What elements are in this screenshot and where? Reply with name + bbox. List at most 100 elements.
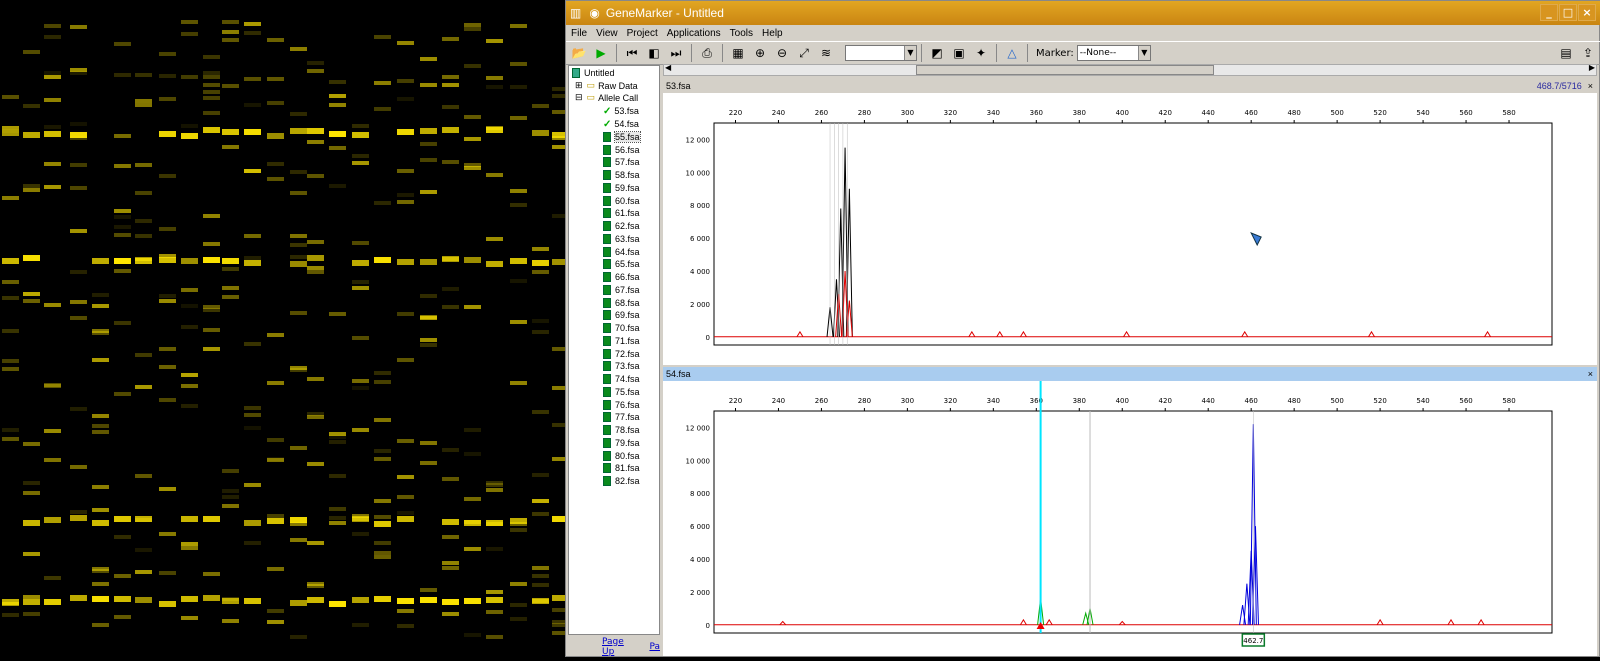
image-icon[interactable]: ▣ bbox=[953, 46, 965, 60]
gel-band bbox=[92, 358, 109, 362]
gel-band bbox=[44, 162, 61, 166]
zoom-in-icon[interactable]: ⊕ bbox=[754, 46, 766, 60]
tree-file-item[interactable]: 72.fsa bbox=[603, 347, 640, 360]
menu-bar: File View Project Applications Tools Hel… bbox=[566, 25, 1600, 41]
x-tick-label: 460 bbox=[1244, 109, 1257, 117]
tree-file-item[interactable]: 56.fsa bbox=[603, 143, 640, 156]
tree-file-item[interactable]: 77.fsa bbox=[603, 411, 640, 424]
menu-project[interactable]: Project bbox=[626, 27, 658, 39]
tree-file-item[interactable]: 76.fsa bbox=[603, 398, 640, 411]
tree-file-item[interactable]: 63.fsa bbox=[603, 233, 640, 246]
tree-file-item[interactable]: 59.fsa bbox=[603, 182, 640, 195]
gel-band bbox=[70, 68, 87, 72]
gel-band bbox=[510, 603, 527, 607]
scroll-right-icon[interactable]: ▶ bbox=[1588, 63, 1595, 72]
peak-trace bbox=[1019, 330, 1027, 338]
close-button[interactable]: × bbox=[1578, 4, 1596, 21]
gel-band bbox=[329, 146, 346, 150]
gel-band bbox=[181, 516, 198, 522]
tree-file-item[interactable]: 55.fsa bbox=[603, 130, 641, 144]
edit-icon[interactable]: ◩ bbox=[931, 46, 943, 60]
tree-file-item[interactable]: 58.fsa bbox=[603, 169, 640, 182]
scroll-thumb[interactable] bbox=[916, 65, 1214, 75]
fit-view-icon[interactable]: ⤢ bbox=[799, 45, 809, 60]
prev-sample-icon[interactable]: ◧ bbox=[648, 46, 660, 60]
gel-band bbox=[114, 392, 131, 396]
gel-band bbox=[510, 518, 527, 524]
print-icon[interactable]: ⎙ bbox=[702, 45, 712, 60]
gel-band bbox=[552, 259, 569, 265]
open-folder-icon[interactable]: 📂 bbox=[571, 46, 587, 60]
tree-file-item[interactable]: 80.fsa bbox=[603, 449, 640, 462]
pane-close-icon[interactable]: × bbox=[1587, 81, 1593, 91]
tree-file-item[interactable]: ✓ 54.fsa bbox=[603, 118, 640, 131]
tree-file-item[interactable]: 74.fsa bbox=[603, 373, 640, 386]
maximize-button[interactable]: □ bbox=[1559, 4, 1577, 21]
tree-file-item[interactable]: 69.fsa bbox=[603, 309, 640, 322]
peak-icon[interactable]: △ bbox=[1007, 46, 1017, 60]
tree-file-item[interactable]: 67.fsa bbox=[603, 284, 640, 297]
pane-close-icon[interactable]: × bbox=[1587, 369, 1593, 379]
menu-view[interactable]: View bbox=[596, 27, 618, 39]
next-sample-icon[interactable]: ⏭ bbox=[670, 45, 682, 60]
x-tick-label: 440 bbox=[1202, 397, 1215, 405]
run-play-icon[interactable]: ▶ bbox=[596, 46, 606, 60]
tree-file-item[interactable]: 79.fsa bbox=[603, 437, 640, 450]
tree-file-item[interactable]: 66.fsa bbox=[603, 271, 640, 284]
tree-file-item[interactable]: 68.fsa bbox=[603, 296, 640, 309]
tree-file-item[interactable]: 71.fsa bbox=[603, 335, 640, 348]
page-link[interactable]: Pa bbox=[649, 641, 660, 652]
gel-band bbox=[267, 177, 284, 181]
gel-band bbox=[290, 311, 307, 315]
gel-band bbox=[244, 483, 261, 487]
gel-band bbox=[23, 442, 40, 446]
tree-file-item[interactable]: 70.fsa bbox=[603, 322, 640, 335]
dye-color-icon[interactable]: ▦ bbox=[732, 46, 744, 60]
gel-band bbox=[92, 596, 109, 602]
gel-band bbox=[267, 518, 284, 524]
menu-tools[interactable]: Tools bbox=[729, 27, 754, 39]
gel-band bbox=[510, 528, 527, 532]
zoom-out-icon[interactable]: ⊖ bbox=[776, 46, 788, 60]
tree-file-item[interactable]: ✓ 53.fsa bbox=[603, 105, 640, 118]
tree-raw-data[interactable]: ⊞ ▭ Raw Data bbox=[575, 80, 638, 91]
tree-file-item[interactable]: 81.fsa bbox=[603, 462, 640, 475]
overlay-view-icon[interactable]: ≋ bbox=[820, 46, 832, 60]
gel-band bbox=[397, 475, 414, 479]
scroll-left-icon[interactable]: ◀ bbox=[665, 63, 672, 72]
tree-file-item[interactable]: 78.fsa bbox=[603, 424, 640, 437]
tree-root[interactable]: Untitled bbox=[572, 68, 615, 78]
export-icon[interactable]: ⇪ bbox=[1582, 46, 1594, 60]
tree-file-item[interactable]: 73.fsa bbox=[603, 360, 640, 373]
panel-select[interactable]: ▼ bbox=[845, 45, 917, 61]
first-sample-icon[interactable]: ⏮ bbox=[626, 45, 638, 60]
tree-file-item[interactable]: 61.fsa bbox=[603, 207, 640, 220]
gel-band bbox=[159, 174, 176, 178]
menu-file[interactable]: File bbox=[571, 27, 588, 39]
y-tick-label: 0 bbox=[706, 622, 710, 630]
marker-select[interactable]: --None-- ▼ bbox=[1076, 45, 1151, 61]
gel-band bbox=[70, 136, 87, 140]
tree-file-item[interactable]: 64.fsa bbox=[603, 245, 640, 258]
tree-file-item[interactable]: 65.fsa bbox=[603, 258, 640, 271]
menu-applications[interactable]: Applications bbox=[666, 27, 721, 39]
page-up-link[interactable]: Page Up bbox=[602, 636, 624, 657]
tree-file-item[interactable]: 62.fsa bbox=[603, 220, 640, 233]
stack-icon[interactable]: ✦ bbox=[975, 46, 987, 60]
minimize-button[interactable]: _ bbox=[1540, 4, 1558, 21]
tree-file-item[interactable]: 60.fsa bbox=[603, 194, 640, 207]
tree-file-item[interactable]: 57.fsa bbox=[603, 156, 640, 169]
gel-band bbox=[552, 132, 569, 138]
tree-file-item[interactable]: 82.fsa bbox=[603, 475, 640, 488]
gel-band bbox=[464, 27, 481, 31]
report-icon[interactable]: ▤ bbox=[1560, 46, 1572, 60]
horizontal-scrollbar[interactable]: ◀ ▶ bbox=[663, 63, 1597, 76]
gel-band bbox=[374, 551, 391, 555]
file-icon bbox=[603, 437, 611, 448]
tree-allele-call[interactable]: ⊟ ▭ Allele Call bbox=[575, 92, 639, 103]
gel-band bbox=[307, 174, 324, 178]
tree-file-item[interactable]: 75.fsa bbox=[603, 386, 640, 399]
gel-band bbox=[442, 477, 459, 481]
gel-band bbox=[442, 75, 459, 79]
menu-help[interactable]: Help bbox=[762, 27, 783, 39]
